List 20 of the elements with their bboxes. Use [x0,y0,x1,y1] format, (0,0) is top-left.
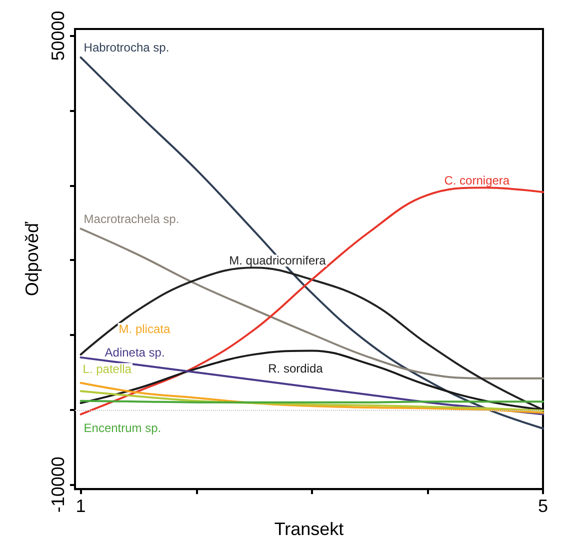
series-label: C. cornigera [444,174,510,188]
y-axis-title: Odpověď [22,221,42,296]
line-series [80,390,544,412]
x-tick-label: 1 [76,496,86,516]
line-series [80,186,544,416]
series-label: Encentrum sp. [84,420,162,435]
text: M. plicata [118,322,170,336]
x-tick-label: 5 [538,496,548,516]
series-label: M. quadricornifera [229,254,326,268]
series-label: Adineta sp. [104,345,165,360]
line-series [80,266,544,411]
x-axis-title: Transekt [274,519,344,539]
series-label: Macrotrachela sp. [84,212,180,226]
line-series [80,382,544,414]
series-label: L. patella [82,362,132,376]
line-series [80,228,544,380]
series-label: Habrotrocha sp. [84,40,170,54]
series-label: R. sordida [268,361,324,376]
y-tick-label: -10000 [48,456,68,513]
y-tick-label: 50000 [48,10,68,61]
